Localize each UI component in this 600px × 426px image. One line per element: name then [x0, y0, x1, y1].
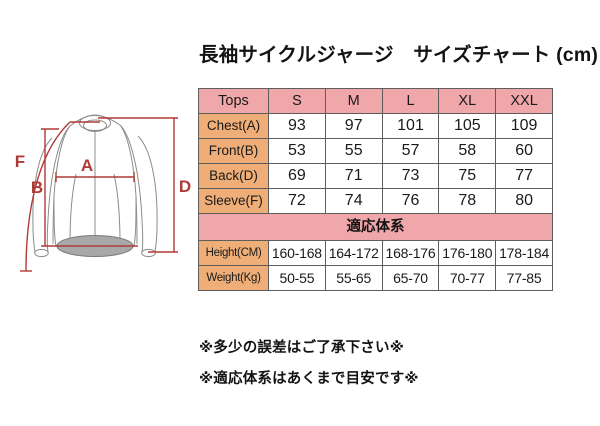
- cell-weight-xxl: 77-85: [495, 265, 553, 291]
- cell-sleeve-l: 76: [381, 188, 440, 214]
- table-row: Chest(A) 93 97 101 105 109: [198, 113, 553, 139]
- cell-weight-xl: 70-77: [438, 265, 497, 291]
- cell-chest-xxl: 109: [495, 113, 553, 139]
- cell-front-m: 55: [324, 138, 383, 164]
- table-row: Front(B) 53 55 57 58 60: [198, 138, 553, 164]
- row-label-weight: Weight(Kg): [198, 265, 269, 291]
- cell-chest-l: 101: [381, 113, 440, 139]
- cell-front-xxl: 60: [495, 138, 553, 164]
- cell-chest-xl: 105: [438, 113, 497, 139]
- dim-label-front: B: [31, 178, 43, 197]
- cell-back-m: 71: [324, 163, 383, 189]
- table-row: Sleeve(F) 72 74 76 78 80: [198, 188, 553, 214]
- table-header-row: Tops S M L XL XXL: [198, 88, 553, 114]
- cell-back-xl: 75: [438, 163, 497, 189]
- cell-front-s: 53: [268, 138, 326, 164]
- cell-height-s: 160-168: [268, 240, 326, 266]
- cell-back-l: 73: [381, 163, 440, 189]
- cell-front-l: 57: [381, 138, 440, 164]
- note-body-type-guide: ※適応体系はあくまで目安です※: [199, 371, 419, 387]
- cell-chest-m: 97: [324, 113, 383, 139]
- note-tolerance: ※多少の誤差はご了承下さい※: [199, 340, 404, 356]
- row-label-chest: Chest(A): [198, 113, 269, 139]
- header-cell-s: S: [268, 88, 326, 114]
- cell-height-xxl: 178-184: [495, 240, 553, 266]
- cell-height-xl: 176-180: [438, 240, 497, 266]
- cell-back-s: 69: [268, 163, 326, 189]
- size-chart-table: Tops S M L XL XXL Chest(A) 93 97 101 105…: [198, 88, 553, 291]
- header-cell-tops: Tops: [198, 88, 269, 114]
- header-cell-xxl: XXL: [495, 88, 553, 114]
- table-section-row: 適応体系: [198, 213, 553, 241]
- cell-weight-s: 50-55: [268, 265, 326, 291]
- section-title-body-type: 適応体系: [198, 213, 553, 241]
- page-title: 長袖サイクルジャージ サイズチャート (cm): [199, 44, 599, 66]
- cell-weight-l: 65-70: [381, 265, 440, 291]
- sleeve-line-f: [25, 121, 71, 272]
- cell-chest-s: 93: [268, 113, 326, 139]
- garment-diagram: A B D F: [15, 114, 191, 272]
- table-row: Back(D) 69 71 73 75 77: [198, 163, 553, 189]
- cell-weight-m: 55-65: [324, 265, 383, 291]
- cell-back-xxl: 77: [495, 163, 553, 189]
- dim-label-sleeve: F: [15, 152, 25, 171]
- jersey-outline: [32, 114, 158, 258]
- cell-sleeve-m: 74: [324, 188, 383, 214]
- table-row: Height(CM) 160-168 164-172 168-176 176-1…: [198, 240, 553, 266]
- row-label-front: Front(B): [198, 138, 269, 164]
- dim-label-chest: A: [81, 156, 93, 175]
- cell-sleeve-xl: 78: [438, 188, 497, 214]
- cell-sleeve-s: 72: [268, 188, 326, 214]
- cell-height-m: 164-172: [324, 240, 383, 266]
- row-label-height: Height(CM): [198, 240, 269, 266]
- header-cell-xl: XL: [438, 88, 497, 114]
- header-cell-m: M: [324, 88, 383, 114]
- cell-front-xl: 58: [438, 138, 497, 164]
- measurement-guides: [20, 117, 178, 272]
- row-label-sleeve: Sleeve(F): [198, 188, 269, 214]
- cell-sleeve-xxl: 80: [495, 188, 553, 214]
- header-cell-l: L: [381, 88, 440, 114]
- dim-label-back: D: [179, 177, 191, 196]
- table-row: Weight(Kg) 50-55 55-65 65-70 70-77 77-85: [198, 265, 553, 291]
- row-label-back: Back(D): [198, 163, 269, 189]
- cell-height-l: 168-176: [381, 240, 440, 266]
